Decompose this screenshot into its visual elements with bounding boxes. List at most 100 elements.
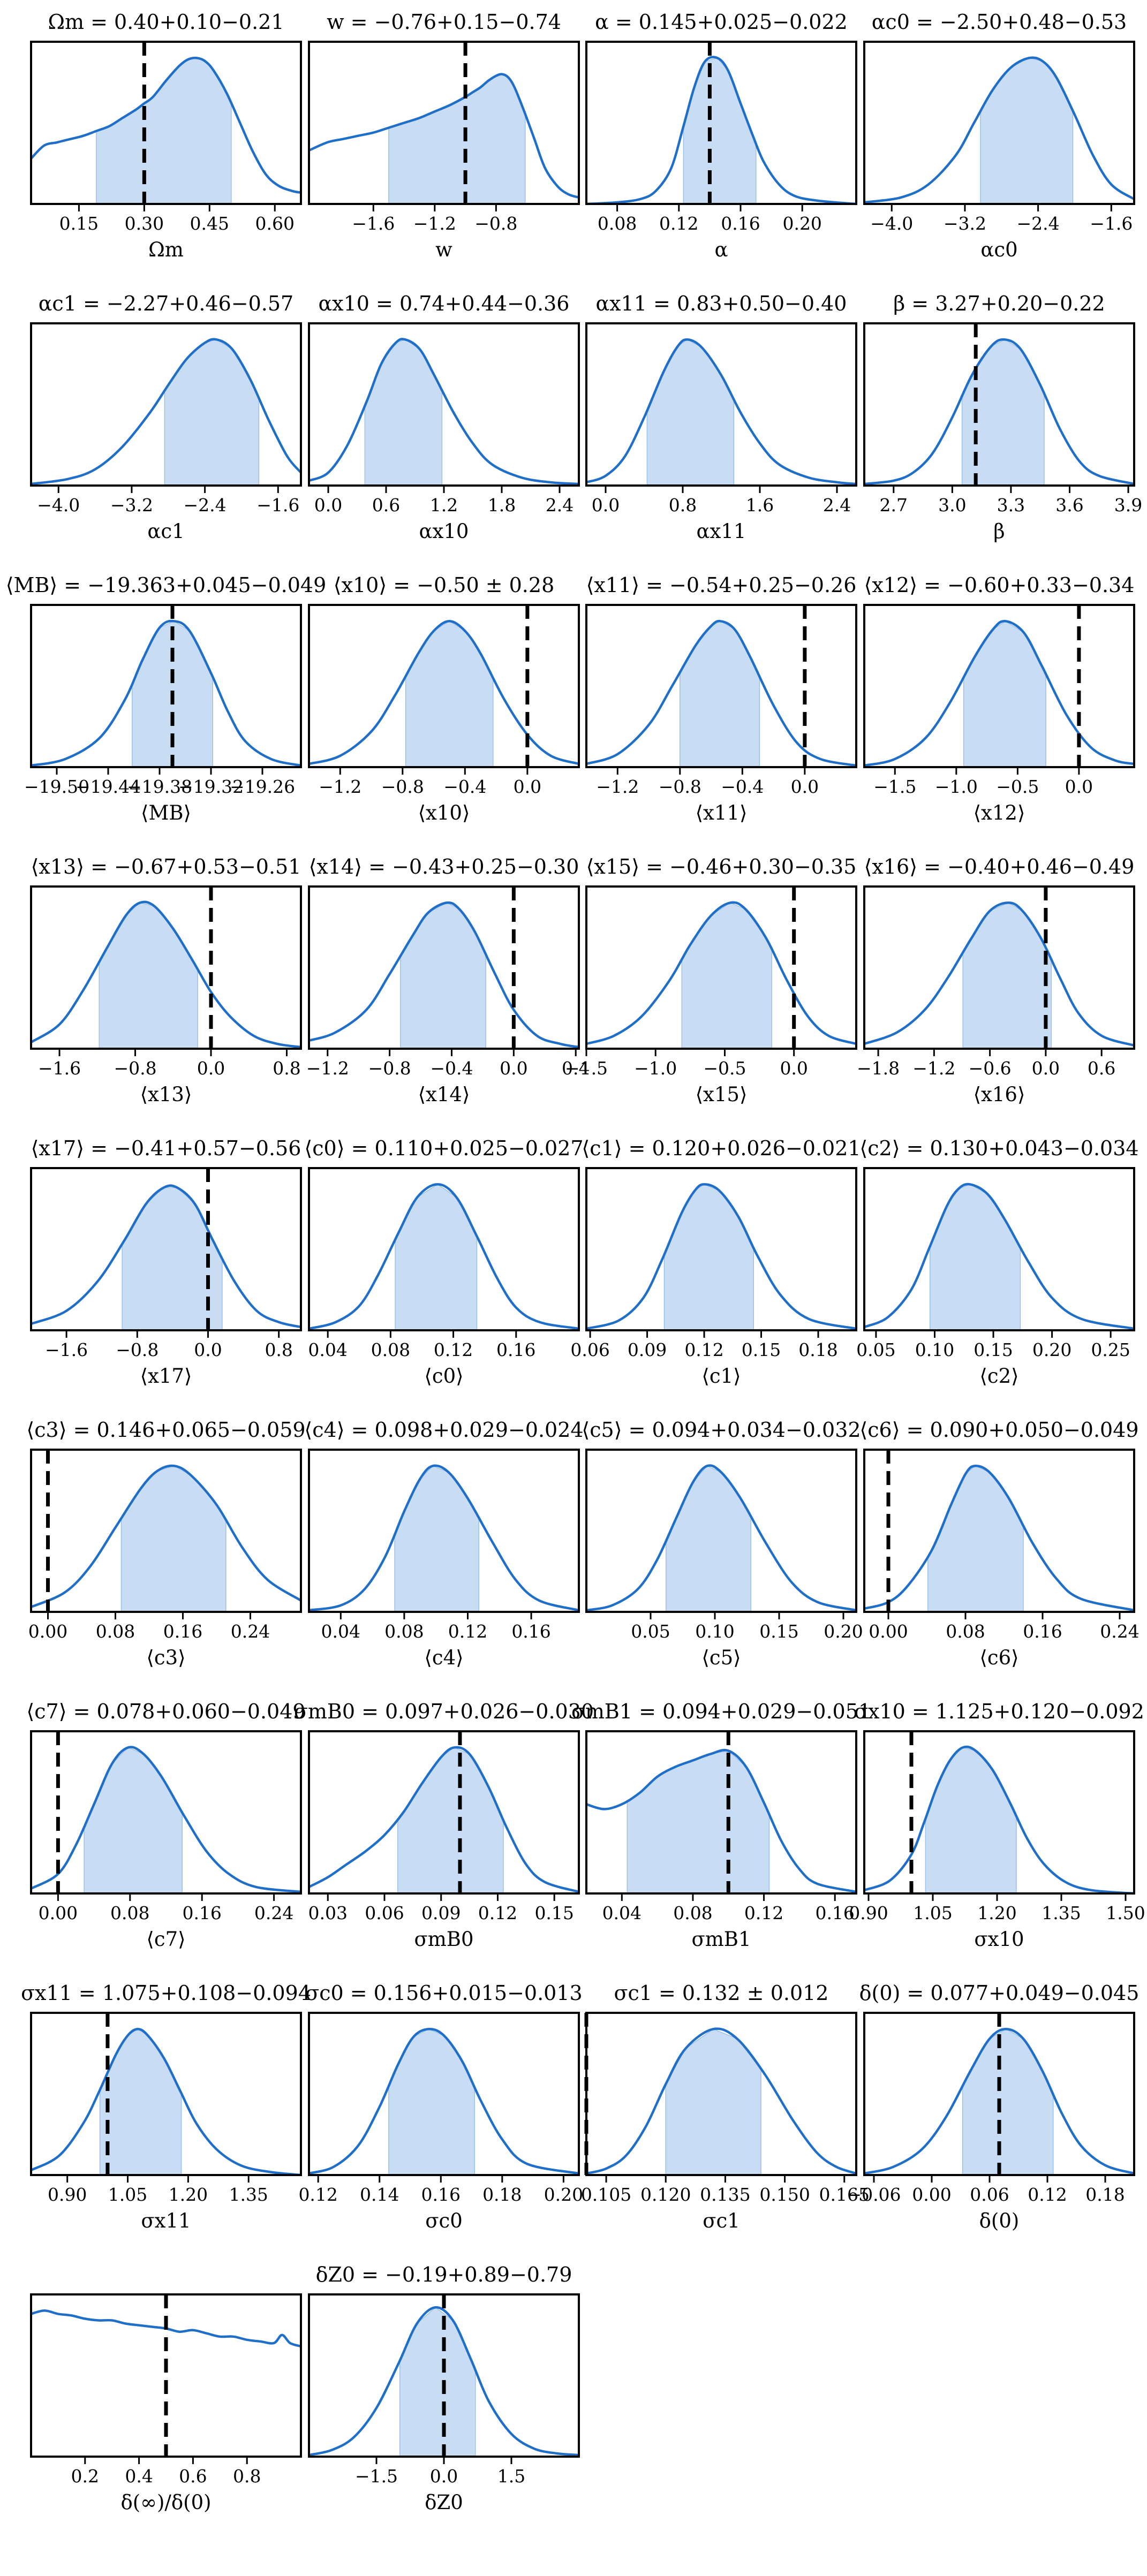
panel-title: αx11 = 0.83+0.50−0.40 <box>596 292 847 315</box>
plot-frame <box>585 1167 857 1331</box>
x-tick-label: 0.25 <box>1091 1339 1130 1360</box>
x-tick-label: 0.6 <box>179 2466 207 2487</box>
posterior-curve <box>31 1464 302 1608</box>
plot-frame <box>308 2012 580 2176</box>
credible-interval-band <box>388 74 526 204</box>
credible-interval-band <box>164 339 260 486</box>
x-tick-label: 0.18 <box>482 2184 522 2205</box>
x-tick-label: 0.8 <box>265 1339 292 1360</box>
x-tick-label: 0.14 <box>360 2184 399 2205</box>
x-tick-label: −0.8 <box>116 1339 159 1360</box>
x-tick-label: 0.0 <box>592 495 620 516</box>
plot-frame <box>308 41 580 205</box>
x-axis-label: σx10 <box>974 1928 1024 1951</box>
posterior-panel: 0.00 0.08 0.16 0.24 ⟨c3⟩ ⟨c3⟩ = 0.146+0.065−0… <box>26 1418 305 1669</box>
plot-frame <box>30 604 302 768</box>
x-tick-label: −1.6 <box>256 495 299 516</box>
posterior-panel: 0.04 0.08 0.12 0.16 ⟨c0⟩ ⟨c0⟩ = 0.110+0.025−0… <box>304 1137 583 1388</box>
x-tick-label: 1.05 <box>108 2184 147 2205</box>
plot-frame <box>585 885 857 1050</box>
x-tick-label: 0.24 <box>231 1621 270 1642</box>
x-tick-label: 0.120 <box>640 2184 691 2205</box>
posterior-panel: −1.2 −0.8 −0.4 0.0 ⟨x11⟩ ⟨x11⟩ = −0.54+0.25−0… <box>585 573 857 824</box>
x-tick-label: 0.06 <box>365 1903 404 1923</box>
credible-interval-band <box>99 903 198 1049</box>
x-tick-label: 0.16 <box>421 2184 461 2205</box>
x-tick-label: −0.8 <box>474 213 517 234</box>
x-tick-label: 0.16 <box>496 1339 535 1360</box>
posterior-curve <box>864 1465 1135 1612</box>
x-tick-label: −0.6 <box>969 1058 1012 1079</box>
panel-title: ⟨x15⟩ = −0.46+0.30−0.35 <box>586 855 857 878</box>
x-tick-label: 0.04 <box>321 1621 360 1642</box>
x-tick-label: 1.5 <box>497 2466 525 2487</box>
x-tick-label: 0.135 <box>700 2184 750 2205</box>
x-tick-label: 0.04 <box>602 1903 642 1923</box>
plot-frame <box>30 1167 302 1331</box>
x-tick-label: 2.4 <box>823 495 851 516</box>
x-tick-label: 0.0 <box>194 1339 222 1360</box>
panel-title: σx10 = 1.125+0.120−0.092 <box>854 1700 1144 1723</box>
plot-frame <box>585 2012 857 2176</box>
posterior-panel: 0.04 0.08 0.12 0.16 σmB1 σmB1 = 0.094+0.029−0… <box>571 1700 871 1951</box>
posterior-panel: 0.08 0.12 0.16 0.20 α α = 0.145+0.025−0.022 <box>585 10 857 261</box>
x-axis-label: ⟨x17⟩ <box>140 1365 192 1388</box>
plot-frame <box>863 41 1135 205</box>
credible-interval-band <box>364 339 443 486</box>
x-tick-label: 0.16 <box>511 1621 550 1642</box>
posterior-curve <box>864 901 1135 1047</box>
x-axis-label: δ(∞)/δ(0) <box>120 2491 211 2514</box>
x-tick-label: 1.8 <box>488 495 516 516</box>
posterior-panel: −1.2 −0.8 −0.4 0.0 0.4 ⟨x14⟩ ⟨x14⟩ = −0.43+0.2… <box>306 855 590 1106</box>
x-axis-label: ⟨x12⟩ <box>974 801 1025 824</box>
x-tick-label: −0.8 <box>368 1058 411 1079</box>
credible-interval-band <box>929 1184 1021 1331</box>
x-tick-label: 0.15 <box>974 1339 1013 1360</box>
x-axis-label: αc1 <box>147 520 184 543</box>
x-axis-label: δZ0 <box>425 2491 463 2514</box>
panel-title: Ωm = 0.40+0.10−0.21 <box>48 10 284 34</box>
x-tick-label: 0.12 <box>448 1621 487 1642</box>
x-tick-label: 0.45 <box>190 213 229 234</box>
panel-title: σx11 = 1.075+0.108−0.094 <box>21 1981 311 2005</box>
x-tick-label: 0.08 <box>673 1903 712 1923</box>
plot-frame <box>30 885 302 1050</box>
posterior-curve <box>308 1183 579 1330</box>
x-tick-label: −2.4 <box>1017 213 1060 234</box>
x-tick-label: −0.4 <box>721 776 764 797</box>
x-axis-label: ⟨c4⟩ <box>424 1646 463 1669</box>
x-tick-label: 0.6 <box>1088 1058 1115 1079</box>
plot-frame <box>308 322 580 487</box>
panel-title: ⟨x13⟩ = −0.67+0.53−0.51 <box>31 855 301 878</box>
x-tick-label: 0.05 <box>856 1339 895 1360</box>
panel-title: ⟨x10⟩ = −0.50 ± 0.28 <box>334 573 555 597</box>
credible-interval-band <box>683 58 757 204</box>
posterior-panel: 0.03 0.06 0.09 0.12 0.15 σmB0 σmB0 = 0.097+0.0… <box>294 1700 594 1951</box>
credible-interval-band <box>99 2029 182 2176</box>
posterior-curve <box>31 338 302 486</box>
panel-title: ⟨c1⟩ = 0.120+0.026−0.021 <box>582 1137 861 1160</box>
x-axis-label: ⟨c2⟩ <box>979 1365 1018 1388</box>
x-tick-label: 0.08 <box>371 1339 410 1360</box>
credible-interval-band <box>395 1184 478 1331</box>
x-tick-label: 0.00 <box>869 1621 908 1642</box>
x-tick-label: 0.12 <box>744 1903 783 1923</box>
x-tick-label: −19.50 <box>24 776 89 797</box>
posterior-panel: 0.15 0.30 0.45 0.60 Ωm Ωm = 0.40+0.10−0.21 <box>30 10 302 261</box>
plot-frame <box>863 322 1135 487</box>
x-tick-label: 1.50 <box>1106 1903 1145 1923</box>
x-tick-label: −1.0 <box>935 776 978 797</box>
x-axis-label: σc1 <box>703 2209 740 2232</box>
x-tick-label: −19.32 <box>178 776 244 797</box>
posterior-panel: −1.6 −0.8 0.0 0.8 ⟨x17⟩ ⟨x17⟩ = −0.41+0.57−0.… <box>30 1137 302 1388</box>
x-tick-label: 1.35 <box>1042 1903 1081 1923</box>
x-tick-label: 0.0 <box>1032 1058 1060 1079</box>
x-axis-label: σmB0 <box>414 1928 473 1951</box>
plot-frame <box>308 604 580 768</box>
panel-title: δZ0 = −0.19+0.89−0.79 <box>316 2263 572 2286</box>
x-axis-label: σc0 <box>425 2209 463 2232</box>
x-tick-label: 1.35 <box>229 2184 268 2205</box>
posterior-panel: −1.5 −1.0 −0.5 0.0 ⟨x15⟩ ⟨x15⟩ = −0.46+0.30−0… <box>565 855 857 1106</box>
panel-title: δ(0) = 0.077+0.049−0.045 <box>859 1981 1140 2005</box>
x-tick-label: 0.12 <box>478 1903 517 1923</box>
